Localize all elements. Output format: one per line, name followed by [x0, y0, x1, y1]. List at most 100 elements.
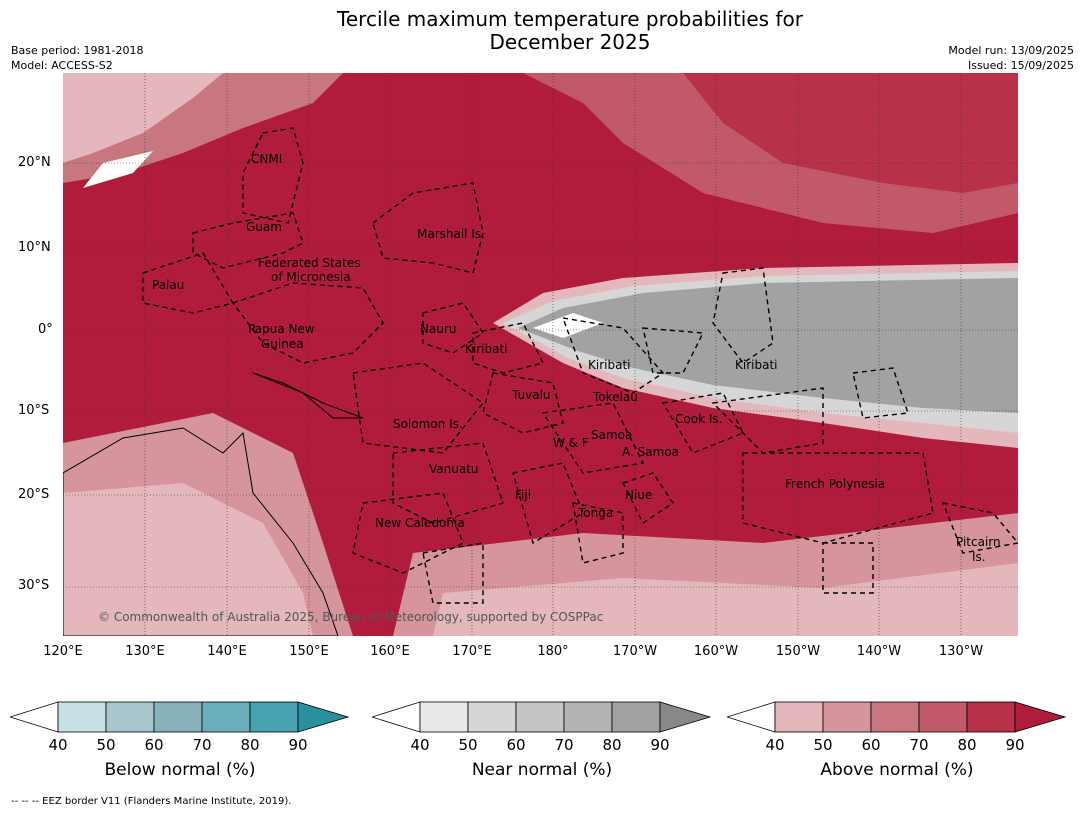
colorbar-above-tick: 70	[909, 736, 929, 754]
lat-label-0: 0°	[38, 322, 53, 337]
colorbar-above-title: Above normal (%)	[820, 760, 974, 780]
colorbar-below-title: Below normal (%)	[104, 760, 256, 780]
region-label-png-1: Papua New	[248, 322, 315, 336]
colorbar-near-upper-arrow	[659, 701, 712, 733]
region-label-kiribati-central: Kiribati	[588, 358, 630, 372]
region-label-american-samoa: A. Samoa	[622, 445, 679, 459]
colorbar-near-tick: 50	[458, 736, 478, 754]
above-light-southeast	[433, 563, 1018, 636]
base-period: Base period: 1981-2018	[11, 44, 144, 57]
colorbar-below-svg	[10, 701, 350, 733]
new-guinea-coast	[252, 372, 364, 419]
colorbar-near-swatch-5	[611, 701, 661, 733]
colorbar-near-tick: 90	[650, 736, 670, 754]
eez-footnote: -- -- -- EEZ border V11 (Flanders Marine…	[11, 796, 292, 807]
lon-label-170e: 170°E	[452, 644, 492, 659]
colorbar-above-normal: 40 50 60 70 80 90 Above normal (%)	[727, 700, 1067, 780]
region-label-kiribati-west: Kiribati	[465, 342, 507, 356]
colorbar-below-tick: 60	[144, 736, 164, 754]
region-label-wallis-futuna: W & F	[553, 436, 589, 450]
colorbar-below-tick: 80	[240, 736, 260, 754]
title-line-1: Tercile maximum temperature probabilitie…	[337, 7, 803, 31]
title-line-2: December 2025	[489, 30, 651, 54]
region-label-samoa: Samoa	[591, 428, 632, 442]
region-label-pitcairn-2: Is.	[972, 550, 986, 564]
colorbar-above-lower-arrow	[727, 701, 776, 733]
above-band-northeast	[683, 73, 1018, 193]
colorbar-near-swatch-1	[419, 701, 469, 733]
meta-right: Model run: 13/09/2025 Issued: 15/09/2025	[948, 43, 1074, 73]
colorbar-above-swatch-4	[918, 701, 968, 733]
lon-label-150e: 150°E	[289, 644, 329, 659]
colorbar-below-upper-arrow	[297, 701, 350, 733]
region-label-cnmi: CNMI	[251, 152, 282, 166]
meta-left: Base period: 1981-2018 Model: ACCESS-S2	[11, 43, 143, 73]
colorbar-above-swatch-5	[966, 701, 1016, 733]
lon-label-140w: 140°W	[856, 644, 902, 659]
eez-borders	[142, 127, 1018, 604]
colorbar-above-tick: 80	[957, 736, 977, 754]
above-light-north	[63, 73, 223, 163]
lat-label-10n: 10°N	[18, 240, 51, 255]
colorbar-below-tick: 70	[192, 736, 212, 754]
colorbar-above-tick: 40	[765, 736, 785, 754]
above-light-south	[63, 483, 313, 636]
colorbar-near-tick: 60	[506, 736, 526, 754]
region-label-niue: Niue	[625, 488, 652, 502]
low-signal-north	[83, 151, 153, 188]
colorbar-below-swatch-3	[153, 701, 203, 733]
colorbar-near-title: Near normal (%)	[471, 760, 613, 780]
colorbar-below-normal: 40 50 60 70 80 90 Below normal (%)	[10, 700, 350, 780]
colorbar-near-lower-arrow	[372, 701, 421, 733]
colorbar-below-tick: 40	[48, 736, 68, 754]
colorbar-near-swatch-2	[467, 701, 517, 733]
colorbar-above-ticks: 40 50 60 70 80 90	[727, 736, 1067, 754]
colorbar-below-lower-arrow	[10, 701, 59, 733]
region-label-fsm-1: Federated States	[258, 256, 360, 270]
lon-label-150w: 150°W	[775, 644, 821, 659]
region-label-french-polynesia: French Polynesia	[785, 477, 885, 491]
region-label-pitcairn-1: Pitcairn	[956, 535, 1001, 549]
region-label-marshall: Marshall Is.	[417, 227, 485, 241]
colorbar-near-swatch-3	[515, 701, 565, 733]
region-label-kiribati-east: Kiribati	[735, 358, 777, 372]
issued-date: Issued: 15/09/2025	[967, 59, 1074, 72]
model-name: Model: ACCESS-S2	[11, 59, 113, 72]
colorbar-near-swatch-4	[563, 701, 613, 733]
map-title: Tercile maximum temperature probabilitie…	[0, 8, 1085, 54]
lat-label-10s: 10°S	[18, 403, 50, 418]
region-label-cook: Cook Is.	[675, 412, 722, 426]
region-label-fsm-2: of Micronesia	[271, 270, 351, 284]
colorbar-below-swatch-2	[105, 701, 155, 733]
region-label-nauru: Nauru	[420, 322, 456, 336]
graticule	[63, 73, 1018, 636]
copyright-notice: © Commonwealth of Australia 2025, Bureau…	[98, 610, 603, 624]
colorbar-above-tick: 60	[861, 736, 881, 754]
region-label-new-caledonia: New Caledonia	[375, 516, 465, 530]
colorbar-below-swatch-5	[249, 701, 299, 733]
colorbar-above-swatch-1	[774, 701, 824, 733]
colorbar-above-tick: 50	[813, 736, 833, 754]
region-label-png-2: Guinea	[261, 337, 304, 351]
lat-label-20s: 20°S	[18, 487, 50, 502]
lon-label-160w: 160°W	[693, 644, 739, 659]
lon-label-180: 180°	[537, 644, 569, 659]
lon-label-140e: 140°E	[207, 644, 247, 659]
low-signal-equator	[533, 313, 603, 338]
region-label-tokelau: Tokelau	[592, 390, 638, 404]
lon-label-130w: 130°W	[938, 644, 984, 659]
lat-label-20n: 20°N	[18, 155, 51, 170]
lon-label-170w: 170°W	[612, 644, 658, 659]
region-label-tuvalu: Tuvalu	[511, 388, 551, 402]
colorbar-below-ticks: 40 50 60 70 80 90	[10, 736, 350, 754]
lon-label-130e: 130°E	[125, 644, 165, 659]
colorbar-near-normal: 40 50 60 70 80 90 Near normal (%)	[372, 700, 712, 780]
probability-map: CNMI Guam Marshall Is. Federated States …	[63, 73, 1018, 636]
colorbar-above-swatch-3	[870, 701, 920, 733]
map-svg: CNMI Guam Marshall Is. Federated States …	[63, 73, 1018, 636]
region-label-solomon: Solomon Is.	[393, 417, 463, 431]
colorbar-below-tick: 90	[288, 736, 308, 754]
region-label-palau: Palau	[152, 278, 184, 292]
colorbar-below-swatch-4	[201, 701, 251, 733]
lon-label-120e: 120°E	[43, 644, 83, 659]
